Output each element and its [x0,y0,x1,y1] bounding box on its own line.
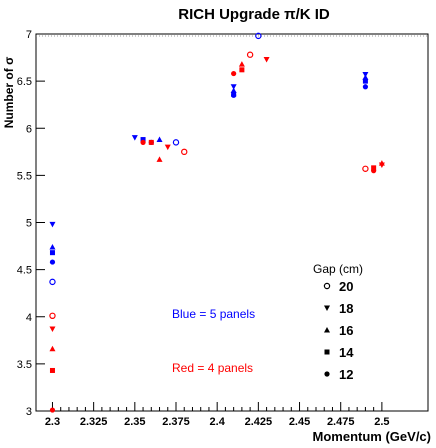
x-tick-label: 2.325 [80,416,108,428]
x-tick-label: 2.425 [245,416,273,428]
x-tick-label: 2.4 [210,416,226,428]
point-blue-16cm [362,74,369,80]
point-red-14cm [371,165,377,171]
y-tick-label: 4 [26,312,32,324]
point-red-18cm [263,56,270,63]
y-tick-label: 5 [26,218,32,230]
legend-label-20: 20 [339,279,353,294]
point-red-18cm [49,326,56,333]
point-red-20cm [181,148,188,156]
point-red-16cm [238,61,245,67]
point-blue-14cm [362,78,368,84]
point-blue-18cm [230,84,237,90]
point-red-12cm [49,407,56,413]
point-blue-20cm [49,278,56,286]
point-blue-12cm [362,84,369,90]
x-axis-label: Momentum (GeV/c) [313,429,431,444]
legend: 20 18 16 14 12 [323,279,354,382]
x-tick-label: 2.375 [162,416,190,428]
point-red-12cm [231,70,237,77]
y-tick-label: 3.5 [17,359,32,371]
point-blue-16cm [156,136,163,143]
y-tick-label: 5.5 [17,170,32,182]
point-red-20cm [362,165,369,172]
legend-marker-14 [324,349,330,355]
legend-label-18: 18 [339,301,353,316]
data-points [49,32,385,413]
y-tick-label: 7 [26,29,32,41]
axes: 2.3 2.325 2.35 2.375 2.4 2.425 2.45 2.475 2.5 3.5… [17,29,428,428]
x-tick-label: 2.45 [289,416,310,428]
point-red-20cm [49,312,56,320]
x-tick-label: 2.3 [45,416,60,428]
point-blue-16cm [230,87,237,94]
y-tick-label: 6.5 [17,76,32,88]
point-red-18cm [164,144,171,151]
x-tick-label: 2.475 [327,416,355,428]
legend-title: Gap (cm) [313,262,363,276]
point-blue-18cm [49,221,56,228]
legend-label-16: 16 [339,323,353,338]
point-red-14cm [49,367,55,373]
x-tick-label: 2.35 [124,416,145,428]
y-axis-label: Number of σ [2,57,16,129]
point-red-16cm [49,345,56,352]
legend-marker-20 [323,282,331,290]
point-red-16cm [378,160,385,166]
point-blue-12cm [231,92,237,98]
point-red-14cm [239,67,245,73]
legend-marker-18 [324,305,330,311]
legend-marker-16 [324,327,330,333]
legend-marker-12 [324,371,330,377]
point-blue-14cm [49,250,55,256]
point-red-12cm [371,168,377,174]
point-blue-14cm [140,137,146,143]
point-red-14cm [148,139,154,145]
point-blue-20cm [172,139,180,146]
point-blue-18cm [131,135,138,141]
point-blue-12cm [49,259,56,265]
point-red-16cm [156,156,163,162]
point-red-20cm [246,51,254,58]
x-tick-label: 2.5 [374,416,389,428]
annotation-red: Red = 4 panels [172,361,253,375]
point-blue-16cm [49,244,56,250]
point-red-12cm [140,139,146,145]
legend-label-14: 14 [339,345,354,360]
y-tick-label: 3 [26,406,32,418]
point-blue-20cm [255,32,262,40]
legend-label-12: 12 [339,367,353,382]
y-tick-label: 6 [26,123,32,135]
plot-frame [35,33,429,412]
annotation-blue: Blue = 5 panels [172,307,255,321]
y-tick-label: 4.5 [17,265,32,277]
chart-title: RICH Upgrade π/K ID [178,6,330,23]
